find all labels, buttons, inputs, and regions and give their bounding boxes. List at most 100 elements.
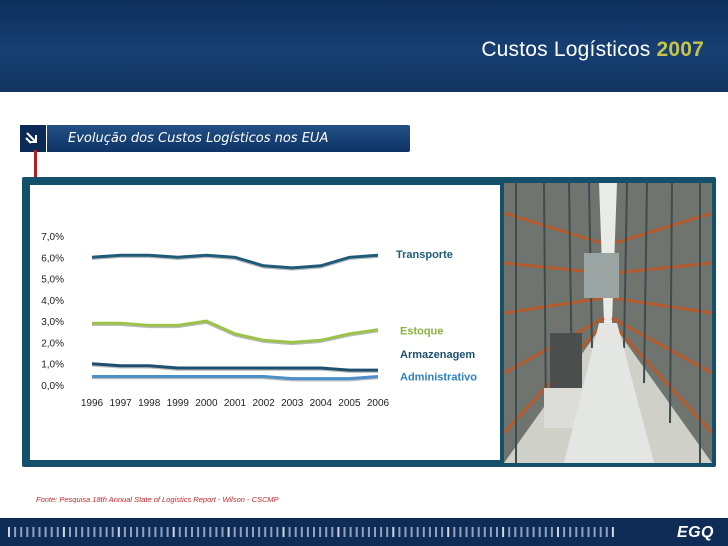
footer-tick — [203, 527, 206, 537]
footer-tick — [197, 527, 200, 537]
page-title-year: 2007 — [656, 38, 704, 61]
chart-area: 0,0% 1,0% 2,0% 3,0% 4,0% 5,0% 6,0% 7,0% 1996 1997… — [30, 185, 500, 460]
footer-tick — [508, 527, 511, 537]
footer-tick — [8, 527, 10, 537]
footer-tick — [532, 527, 535, 537]
subtitle-text: Evolução dos Custos Logísticos nos EUA — [68, 131, 329, 146]
footer-tick — [258, 527, 261, 537]
footer-tick — [404, 527, 407, 537]
footer-tick — [227, 527, 230, 537]
footer-tick — [422, 527, 425, 537]
page-title: Custos Logísticos 2007 — [481, 38, 704, 62]
footer-tick — [117, 527, 120, 537]
footer-tick — [325, 527, 328, 537]
footer-tick — [349, 527, 352, 537]
x-tick-label: 1998 — [138, 398, 161, 409]
arrow-icon — [20, 125, 47, 152]
footer-tick — [453, 527, 456, 537]
footer-tick — [489, 527, 492, 537]
footer-tick — [264, 527, 267, 537]
x-tick-label: 2000 — [195, 398, 218, 409]
footer-tick — [32, 527, 35, 537]
footer-tick — [550, 527, 553, 537]
footer-tick — [538, 527, 541, 537]
footer-tick — [477, 527, 480, 537]
footer-tick — [416, 527, 419, 537]
footer-tick — [160, 527, 163, 537]
x-tick-label: 2003 — [281, 398, 304, 409]
footer-tick — [75, 527, 78, 537]
x-tick-label: 1997 — [109, 398, 132, 409]
footer-tick — [557, 527, 559, 537]
footer-tick — [319, 527, 322, 537]
footer-tick — [428, 527, 431, 537]
footer-tick — [172, 527, 175, 537]
footer-tick — [93, 527, 96, 537]
x-tick-label: 2005 — [338, 398, 361, 409]
subtitle-bar: Evolução dos Custos Logísticos nos EUA — [20, 125, 410, 152]
y-tick-label: 6,0% — [41, 253, 64, 264]
footer-tick — [276, 527, 279, 537]
accent-line — [34, 150, 37, 184]
footer-tick — [130, 527, 132, 537]
line-chart: 0,0% 1,0% 2,0% 3,0% 4,0% 5,0% 6,0% 7,0% 1996 1997… — [41, 232, 477, 409]
footer-tick — [26, 527, 29, 537]
series-label: Armazenagem — [400, 349, 475, 361]
footer-tick — [374, 527, 376, 537]
company-logo: EGQ — [676, 524, 714, 541]
footer-tick — [398, 527, 401, 537]
footer-tick — [392, 527, 395, 537]
footer-tick — [142, 527, 145, 537]
footer-tick — [123, 527, 126, 537]
footer-tick — [184, 527, 187, 537]
footer-tick — [111, 527, 114, 537]
footer-tick — [282, 527, 285, 537]
header-banner: Custos Logísticos 2007 — [0, 0, 728, 92]
footer-tick — [575, 527, 578, 537]
series-line — [91, 253, 379, 270]
footer-tick — [599, 527, 602, 537]
footer-bar: EGQ — [0, 518, 728, 546]
footer-tick — [544, 527, 547, 537]
footer-tick — [447, 527, 450, 537]
footer-tick — [593, 527, 596, 537]
series-line — [92, 319, 379, 344]
footer-tick — [367, 527, 370, 537]
footer-tick — [56, 527, 59, 537]
footer-tick — [270, 527, 273, 537]
footer-tick — [154, 527, 157, 537]
footer-tick — [294, 527, 297, 537]
y-tick-label: 3,0% — [41, 317, 64, 328]
footer-tick — [62, 527, 65, 537]
footer-tick — [526, 527, 529, 537]
footer-tick — [233, 527, 236, 537]
footer-tick — [435, 527, 437, 537]
y-tick-label: 7,0% — [41, 232, 64, 243]
y-tick-label: 0,0% — [41, 381, 64, 392]
footer-tick — [581, 527, 584, 537]
x-tick-label: 2006 — [367, 398, 390, 409]
source-note: Fonte: Pesquisa 18th Annual State of Log… — [36, 495, 279, 504]
footer-tick — [87, 527, 90, 537]
footer-tick — [105, 527, 108, 537]
x-tick-label: 1999 — [167, 398, 190, 409]
y-tick-label: 5,0% — [41, 275, 64, 286]
footer-tick — [300, 527, 303, 537]
footer-tick — [50, 527, 53, 537]
page-title-text: Custos Logísticos — [481, 38, 651, 61]
footer-tick — [611, 527, 614, 537]
footer-tick — [337, 527, 340, 537]
footer-tick — [331, 527, 334, 537]
x-tick-label: 2004 — [310, 398, 333, 409]
footer-tick — [99, 527, 102, 537]
footer-tick — [239, 527, 242, 537]
footer-tick — [215, 527, 218, 537]
footer-tick — [605, 527, 608, 537]
footer-tick — [514, 527, 517, 537]
footer-tick — [191, 527, 193, 537]
warehouse-photo — [504, 183, 712, 463]
footer-tick — [563, 527, 566, 537]
series-label: Transporte — [396, 249, 453, 261]
footer-tick — [380, 527, 383, 537]
series-line — [92, 375, 379, 381]
